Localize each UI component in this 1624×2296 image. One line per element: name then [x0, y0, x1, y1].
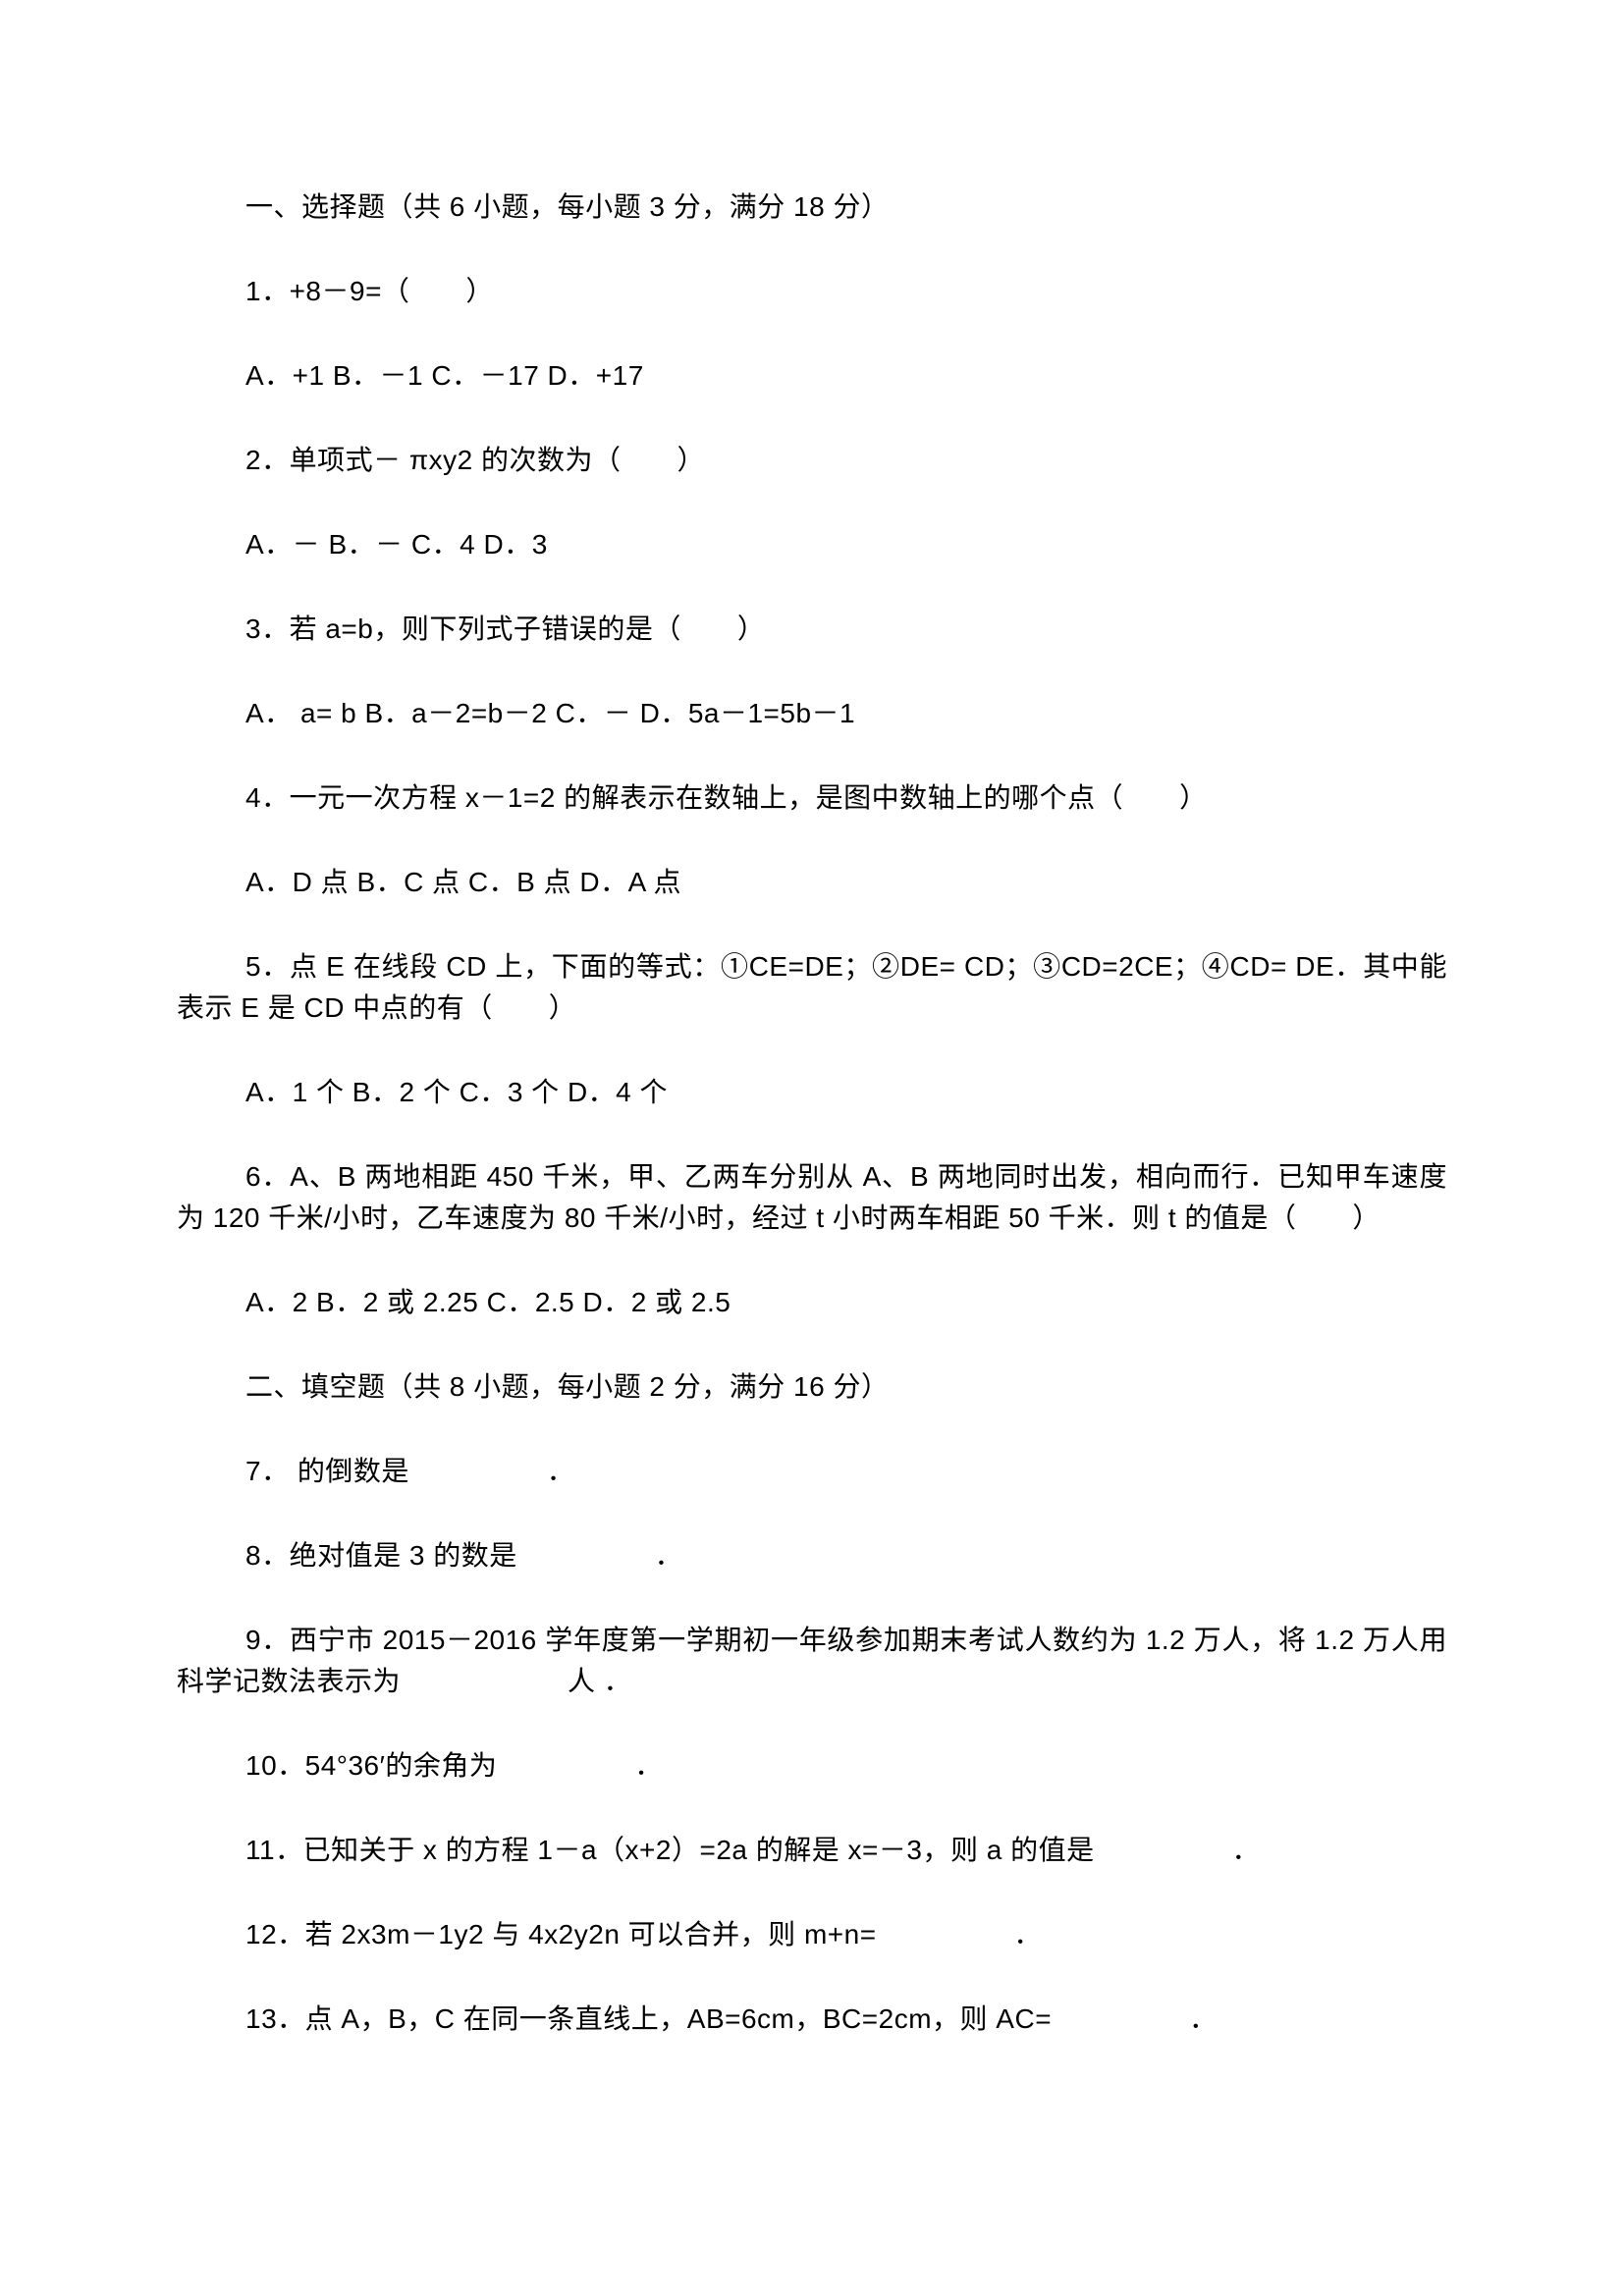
- q11-blank[interactable]: [1095, 1858, 1232, 1859]
- q7: 7． 的倒数是 ．: [177, 1451, 1447, 1492]
- q9-post: 人 ．: [568, 1666, 631, 1696]
- q5-stem: 5．点 E 在线段 CD 上，下面的等式：①CE=DE；②DE= CD；③CD=…: [177, 946, 1447, 1029]
- q12-pre: 12．若 2x3m－1y2 与 4x2y2n 可以合并，则 m+n=: [245, 1919, 877, 1949]
- q13-blank[interactable]: [1052, 2027, 1189, 2028]
- q12: 12．若 2x3m－1y2 与 4x2y2n 可以合并，则 m+n= ．: [177, 1914, 1447, 1955]
- q7-post: ．: [547, 1456, 575, 1486]
- q12-blank[interactable]: [877, 1943, 1014, 1944]
- q13-post: ．: [1189, 2003, 1218, 2034]
- q11: 11．已知关于 x 的方程 1－a（x+2）=2a 的解是 x=－3，则 a 的…: [177, 1830, 1447, 1871]
- q5-options: A．1 个 B．2 个 C．3 个 D．4 个: [177, 1072, 1447, 1113]
- q9-pre: 9．西宁市 2015－2016 学年度第一学期初一年级参加期末考试人数约为 1.…: [177, 1625, 1447, 1696]
- q10-post: ．: [634, 1750, 663, 1781]
- section1-heading: 一、选择题（共 6 小题，每小题 3 分，满分 18 分）: [177, 187, 1447, 228]
- q3-stem: 3．若 a=b，则下列式子错误的是（ ）: [177, 609, 1447, 650]
- page-content: 一、选择题（共 6 小题，每小题 3 分，满分 18 分） 1．+8－9=（ ）…: [0, 0, 1624, 2201]
- q7-pre: 7． 的倒数是: [245, 1456, 409, 1486]
- q2-options: A．－ B．－ C．4 D．3: [177, 524, 1447, 565]
- q10-blank[interactable]: [497, 1774, 634, 1775]
- q6-options: A．2 B．2 或 2.25 C．2.5 D．2 或 2.5: [177, 1282, 1447, 1323]
- q12-post: ．: [1014, 1919, 1043, 1949]
- q1-options: A．+1 B．－1 C．－17 D．+17: [177, 355, 1447, 397]
- q8-pre: 8．绝对值是 3 的数是: [245, 1540, 517, 1571]
- q8-blank[interactable]: [517, 1564, 655, 1565]
- q4-options: A．D 点 B．C 点 C．B 点 D．A 点: [177, 862, 1447, 903]
- q7-blank[interactable]: [409, 1479, 547, 1480]
- q10-pre: 10．54°36′的余角为: [245, 1750, 497, 1781]
- q2-stem: 2．单项式－ πxy2 的次数为（ ）: [177, 440, 1447, 481]
- section2-heading: 二、填空题（共 8 小题，每小题 2 分，满分 16 分）: [177, 1366, 1447, 1408]
- q11-post: ．: [1232, 1835, 1261, 1865]
- q1-stem: 1．+8－9=（ ）: [177, 271, 1447, 312]
- q11-pre: 11．已知关于 x 的方程 1－a（x+2）=2a 的解是 x=－3，则 a 的…: [245, 1835, 1095, 1865]
- q9: 9．西宁市 2015－2016 学年度第一学期初一年级参加期末考试人数约为 1.…: [177, 1620, 1447, 1702]
- q13: 13．点 A，B，C 在同一条直线上，AB=6cm，BC=2cm，则 AC= ．: [177, 1999, 1447, 2040]
- q13-pre: 13．点 A，B，C 在同一条直线上，AB=6cm，BC=2cm，则 AC=: [245, 2003, 1052, 2034]
- q4-stem: 4．一元一次方程 x－1=2 的解表示在数轴上，是图中数轴上的哪个点（ ）: [177, 777, 1447, 819]
- q6-stem: 6．A、B 两地相距 450 千米，甲、乙两车分别从 A、B 两地同时出发，相向…: [177, 1156, 1447, 1239]
- q10: 10．54°36′的余角为 ．: [177, 1745, 1447, 1787]
- q3-options: A． a= b B．a－2=b－2 C．－ D．5a－1=5b－1: [177, 693, 1447, 734]
- q8: 8．绝对值是 3 的数是 ．: [177, 1535, 1447, 1576]
- q8-post: ．: [655, 1540, 683, 1571]
